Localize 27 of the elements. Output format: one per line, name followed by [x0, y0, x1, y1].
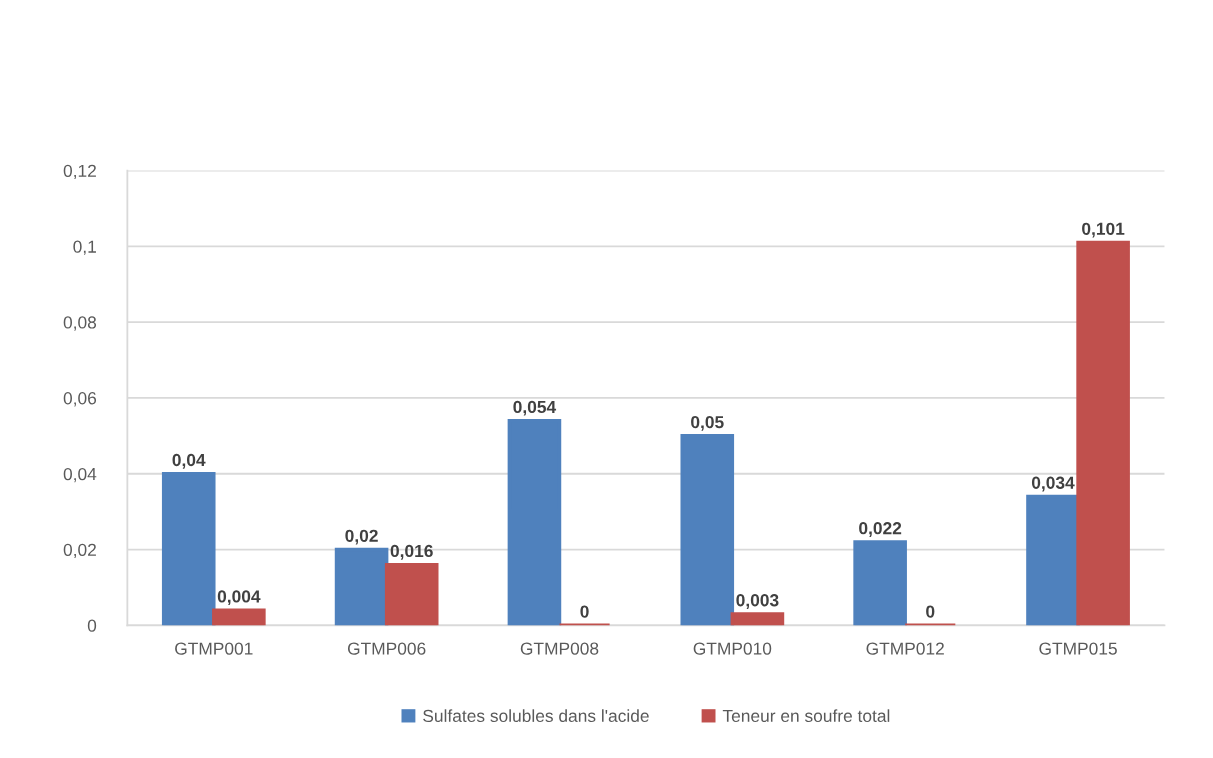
data-label: 0,04 — [172, 453, 206, 469]
data-label: 0,003 — [736, 594, 779, 609]
data-label: 0,004 — [217, 590, 261, 606]
legend-label: Sulfates solubles dans l'acide — [423, 709, 649, 723]
data-label: 0,016 — [390, 544, 433, 560]
x-tick-label: GTMP008 — [520, 642, 599, 655]
data-label: 0,05 — [691, 415, 724, 431]
y-tick-label: 0,08 — [63, 316, 97, 331]
data-label: 0 — [926, 605, 935, 618]
y-tick-label: 0,12 — [63, 164, 96, 180]
data-label: 0,101 — [1082, 222, 1125, 238]
x-tick-label: GTMP001 — [175, 642, 253, 655]
data-label: 0 — [580, 605, 589, 618]
y-tick-label: 0 — [87, 619, 97, 632]
data-label: 0,054 — [513, 400, 557, 416]
y-tick-label: 0,02 — [63, 543, 96, 559]
x-tick-label: GTMP012 — [866, 642, 944, 655]
y-tick-label: 0,04 — [63, 467, 97, 483]
data-label: 0,034 — [1031, 476, 1075, 492]
x-tick-label: GTMP006 — [347, 642, 426, 655]
data-label: 0,02 — [345, 529, 378, 545]
x-tick-label: GTMP010 — [693, 642, 772, 655]
y-tick-label: 0,06 — [63, 392, 97, 407]
legend-label: Teneur en soufre total — [722, 709, 890, 723]
x-tick-label: GTMP015 — [1039, 642, 1117, 655]
y-tick-label: 0,1 — [73, 240, 96, 255]
data-label: 0,022 — [859, 522, 902, 537]
